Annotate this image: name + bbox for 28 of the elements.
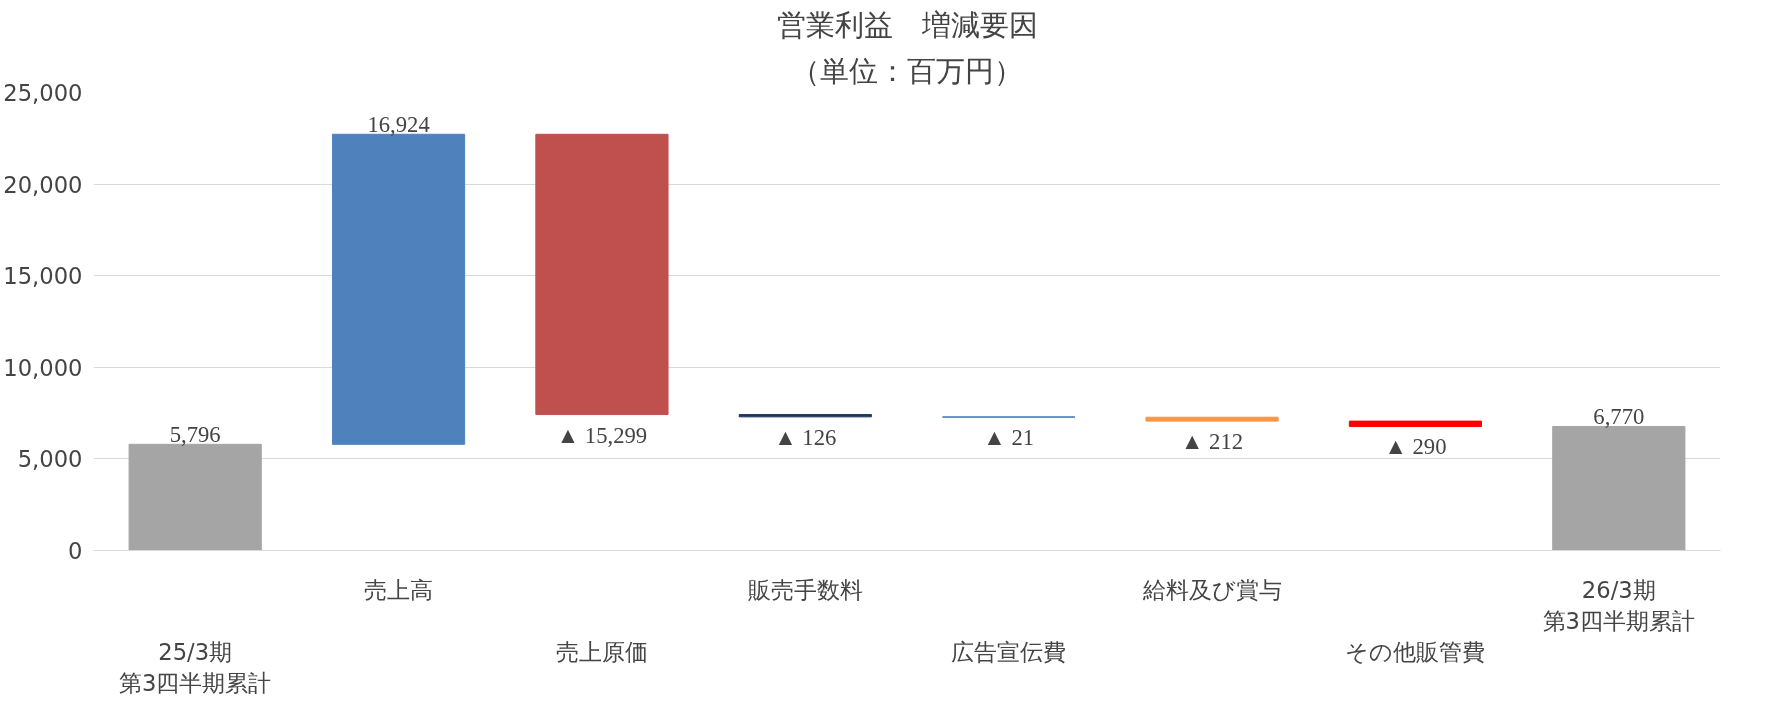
data-label: ▲ 290 <box>1384 434 1447 460</box>
y-tick-label: 25,000 <box>3 80 83 106</box>
x-tick-label: 販売手数料 <box>747 576 863 603</box>
x-tick-label: 26/3期第3四半期累計 <box>1542 576 1696 634</box>
bar <box>1348 420 1483 427</box>
chart-subtitle: （単位：百万円） <box>791 53 1023 88</box>
y-tick-label: 15,000 <box>3 263 83 290</box>
y-tick-label: 5,000 <box>17 446 83 473</box>
data-label: ▲ 212 <box>1181 429 1244 455</box>
bar <box>738 414 872 418</box>
y-tick-label: 10,000 <box>3 354 83 381</box>
x-tick-label: 給料及び賞与 <box>1141 576 1282 603</box>
x-tick-label: 売上高 <box>364 576 434 603</box>
x-tick-label: 売上原価 <box>555 638 648 665</box>
x-tick-label: 広告宣伝費 <box>951 638 1067 665</box>
data-label: 6,770 <box>1593 404 1645 430</box>
data-label: 16,924 <box>367 112 430 138</box>
data-label: 5,796 <box>169 422 221 448</box>
data-label: ▲ 15,299 <box>556 422 648 448</box>
y-tick-label: 20,000 <box>3 171 83 198</box>
bar <box>535 133 669 416</box>
y-tick-label: 0 <box>68 538 83 564</box>
data-label: ▲ 126 <box>774 424 837 450</box>
chart-title: 営業利益 増減要因 <box>776 7 1038 42</box>
x-tick-label: 25/3期第3四半期累計 <box>118 638 272 697</box>
bar <box>1145 416 1279 422</box>
x-tick-label: その他販管費 <box>1345 638 1486 665</box>
data-label: ▲ 21 <box>983 425 1035 451</box>
